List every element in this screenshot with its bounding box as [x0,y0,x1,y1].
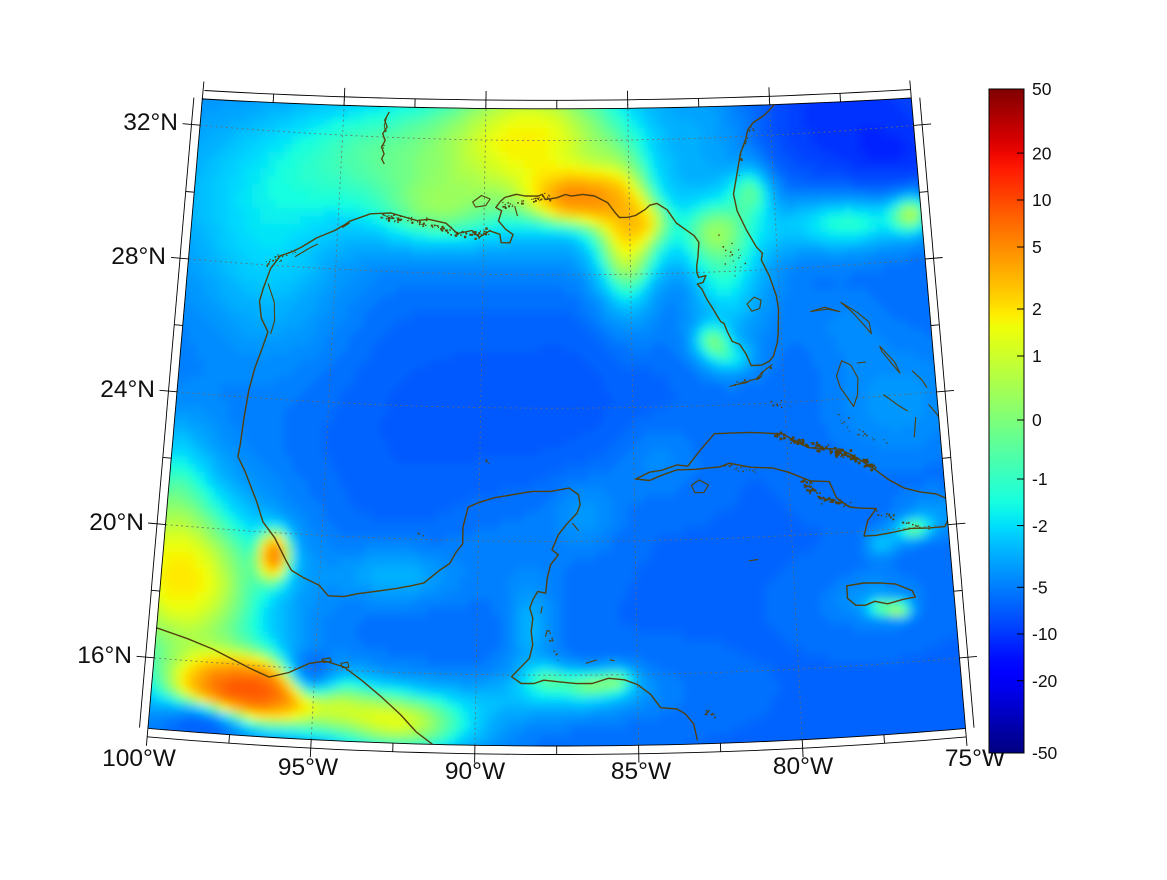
svg-text:-1: -1 [1032,469,1048,489]
svg-text:32°N: 32°N [123,109,178,136]
svg-text:-20: -20 [1032,671,1058,691]
svg-text:95°W: 95°W [278,754,339,781]
svg-text:-10: -10 [1032,624,1058,644]
svg-text:85°W: 85°W [611,758,672,785]
svg-text:-2: -2 [1032,516,1048,536]
svg-text:1: 1 [1032,346,1042,366]
svg-text:28°N: 28°N [111,243,166,270]
svg-text:10: 10 [1032,190,1052,210]
svg-text:50: 50 [1032,79,1052,99]
svg-text:20: 20 [1032,143,1052,163]
svg-text:100°W: 100°W [102,745,177,772]
svg-text:24°N: 24°N [100,376,155,403]
svg-text:0: 0 [1032,410,1042,430]
svg-text:2: 2 [1032,299,1042,319]
svg-text:5: 5 [1032,237,1042,257]
svg-text:80°W: 80°W [773,753,834,780]
svg-text:90°W: 90°W [445,758,506,785]
svg-text:-5: -5 [1032,578,1048,598]
svg-text:-50: -50 [1032,743,1058,763]
svg-text:16°N: 16°N [77,642,132,669]
svg-text:20°N: 20°N [89,509,144,536]
